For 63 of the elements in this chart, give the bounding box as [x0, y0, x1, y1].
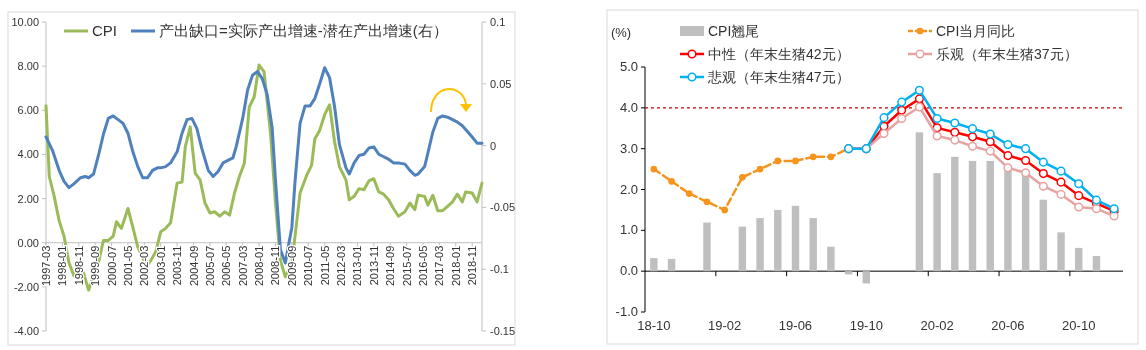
y-axis-title: (%) — [610, 25, 632, 40]
x-tick-label: 2012-03 — [335, 245, 348, 287]
x-tick-label: 2005-07 — [203, 245, 216, 287]
y2-tick-label: 0 — [490, 139, 497, 152]
y-tick-label: 1.0 — [619, 222, 638, 238]
x-tick-label: 2016-05 — [416, 245, 429, 287]
x-tick-label: 20-02 — [920, 318, 954, 333]
y-tick-label: -1.0 — [615, 304, 638, 319]
x-tick-label: 2003-11 — [171, 245, 184, 286]
legend-label: 乐观（年末生猪37元） — [936, 46, 1078, 62]
legend-label: CPI翘尾 — [708, 23, 760, 39]
y-tick-label: 4.0 — [619, 99, 638, 115]
y2-tick-label: -0.15 — [490, 325, 516, 337]
x-tick-label: 2017-03 — [433, 245, 446, 287]
x-tick-label: 19-10 — [849, 318, 883, 333]
x-tick-label: 2013-01 — [351, 245, 364, 287]
x-tick-label: 2009-09 — [285, 245, 298, 287]
y-tick-label: 3.0 — [619, 140, 638, 156]
x-tick-label: 2000-07 — [105, 245, 118, 287]
x-tick-label: 1998-01 — [56, 245, 69, 287]
x-tick-label: 2015-07 — [400, 245, 413, 287]
y-tick-label: -4.00 — [13, 325, 39, 337]
y-tick-label: 0.00 — [17, 236, 39, 249]
x-tick-label: 19-06 — [778, 318, 813, 333]
x-tick-label: 2010-07 — [302, 245, 315, 287]
y-tick-label: 0.0 — [619, 263, 638, 279]
x-tick-label: 2018-01 — [449, 245, 462, 287]
x-tick-label: 20-10 — [1062, 318, 1096, 333]
x-tick-label: 2001-05 — [121, 245, 134, 287]
x-tick-label: 2008-01 — [253, 245, 266, 287]
x-tick-label: 20-06 — [991, 318, 1025, 333]
y-tick-label: 6.00 — [17, 104, 39, 117]
x-tick-label: 19-02 — [708, 318, 742, 333]
y-tick-label: 2.00 — [17, 192, 39, 205]
x-tick-label: 2018-11 — [466, 245, 479, 286]
x-tick-label: 2013-11 — [367, 245, 380, 286]
x-tick-label: 2008-11 — [269, 245, 282, 286]
x-tick-label: 1998-11 — [72, 245, 85, 286]
y2-tick-label: 0.1 — [490, 16, 506, 28]
legend-label: CPI当月同比 — [936, 23, 1016, 39]
y-tick-label: 10.00 — [11, 16, 39, 28]
y-tick-label: 5.0 — [619, 59, 638, 74]
y-tick-label: 4.00 — [17, 148, 39, 161]
y-tick-label: -2.00 — [13, 280, 39, 293]
y2-tick-label: 0.05 — [490, 77, 512, 90]
x-tick-label: 2004-09 — [187, 245, 200, 287]
legend-label: 产出缺口=实际产出增速-潜在产出增速(右） — [159, 22, 448, 39]
legend-label: 悲观（年末生猪47元） — [707, 69, 850, 85]
x-tick-label: 18-10 — [637, 318, 671, 333]
y2-tick-label: -0.05 — [490, 201, 516, 214]
y-tick-label: 8.00 — [17, 60, 39, 73]
x-tick-label: 2006-05 — [220, 245, 233, 287]
x-tick-label: 2011-05 — [318, 245, 331, 286]
y-tick-label: 2.0 — [619, 181, 638, 197]
x-tick-label: 1997-03 — [40, 245, 52, 287]
x-tick-label: 1999-09 — [89, 245, 102, 287]
legend-label: CPI — [92, 22, 118, 39]
x-tick-label: 2002-03 — [138, 245, 151, 287]
x-tick-label: 2003-01 — [154, 245, 167, 287]
y2-tick-label: -0.1 — [490, 263, 509, 276]
legend-label: 中性（年末生猪42元） — [708, 46, 850, 62]
x-tick-label: 2014-09 — [384, 245, 397, 287]
x-tick-label: 2007-03 — [236, 245, 249, 287]
